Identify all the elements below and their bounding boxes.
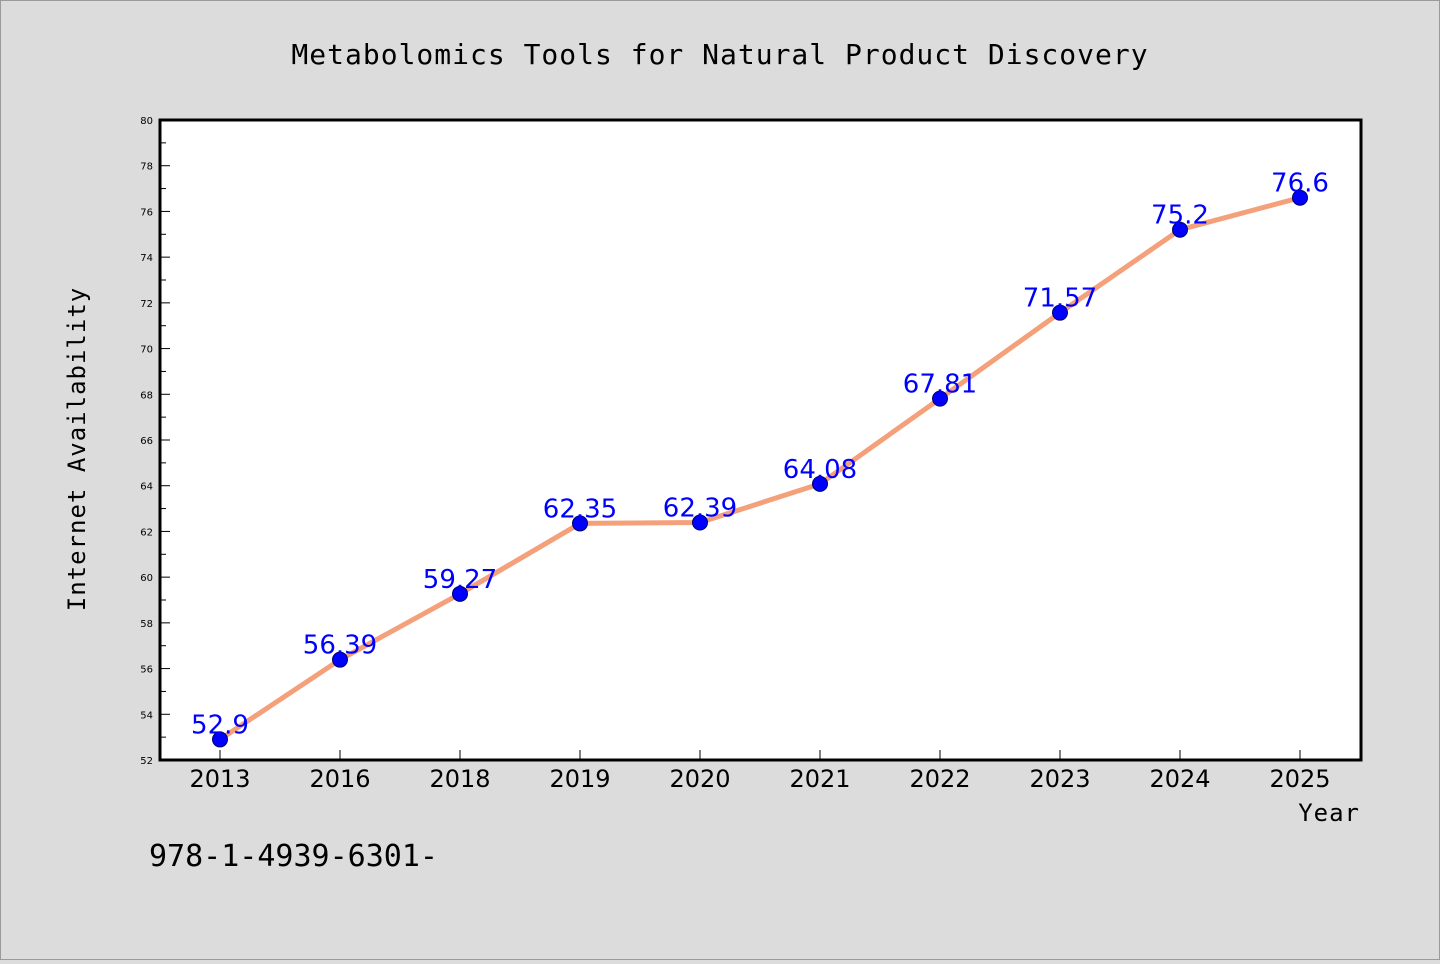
x-tick-label: 2021 — [789, 765, 850, 793]
y-tick-label: 70 — [140, 345, 153, 356]
data-point — [1172, 221, 1188, 238]
data-label: 59.27 — [423, 565, 497, 595]
y-tick-label: 54 — [140, 710, 153, 721]
series-line — [217, 195, 1303, 742]
y-tick-label: 60 — [140, 573, 153, 584]
x-tick-label: 2016 — [309, 765, 370, 793]
data-label: 67.81 — [903, 370, 977, 400]
data-label: 52.9 — [191, 710, 249, 740]
y-tick-label: 74 — [140, 253, 153, 264]
y-tick-label: 62 — [140, 527, 153, 538]
y-tick-label: 56 — [140, 665, 153, 676]
x-tick-label: 2024 — [1149, 765, 1210, 793]
x-tick-label: 2019 — [549, 765, 610, 793]
y-tick-label: 58 — [140, 619, 153, 630]
data-point — [452, 585, 468, 602]
y-axis: 52 54 56 58 60 62 64 66 68 70 72 74 76 78 80 — [140, 116, 170, 767]
data-point — [932, 390, 948, 407]
chart-title: Metabolomics Tools for Natural Product D… — [291, 38, 1148, 71]
data-labels: 52.9 56.39 59.27 62.35 62.39 64.08 67.81 71.57 7… — [191, 169, 1329, 741]
y-tick-label: 68 — [140, 390, 153, 401]
x-tick-label: 2022 — [909, 765, 970, 793]
x-tick-label: 2025 — [1269, 765, 1330, 793]
footnote-text: 978-1-4939-6301- — [149, 839, 438, 874]
x-tick-label: 2013 — [189, 765, 250, 793]
plot-area — [158, 118, 1363, 762]
y-tick-label: 80 — [140, 116, 153, 127]
y-tick-label: 78 — [140, 162, 153, 173]
data-label: 62.39 — [663, 494, 737, 524]
x-axis-title: Year — [1298, 799, 1360, 827]
x-tick-label: 2023 — [1029, 765, 1090, 793]
x-tick-label: 2020 — [669, 765, 730, 793]
data-label: 71.57 — [1023, 284, 1097, 314]
series-layer — [212, 189, 1308, 748]
data-label: 64.08 — [783, 455, 857, 485]
x-axis: 2013 2016 2018 2019 2020 2021 2022 2023 2024 2025 — [189, 750, 1331, 793]
data-point — [812, 475, 828, 492]
data-point — [692, 514, 708, 531]
data-point — [572, 515, 588, 532]
y-tick-label: 76 — [140, 207, 153, 218]
data-label: 75.2 — [1151, 201, 1209, 231]
data-label: 56.39 — [303, 631, 377, 661]
y-tick-label: 52 — [140, 756, 153, 767]
x-tick-label: 2018 — [429, 765, 490, 793]
data-point — [332, 651, 348, 668]
data-point — [1052, 304, 1068, 321]
y-tick-label: 72 — [140, 299, 153, 310]
data-label: 62.35 — [543, 494, 617, 524]
data-point — [1292, 189, 1308, 206]
y-tick-label: 64 — [140, 482, 153, 493]
data-label: 76.6 — [1271, 169, 1329, 199]
y-tick-label: 66 — [140, 436, 153, 447]
y-axis-title: Internet Availability — [63, 287, 91, 611]
data-point — [212, 731, 228, 748]
